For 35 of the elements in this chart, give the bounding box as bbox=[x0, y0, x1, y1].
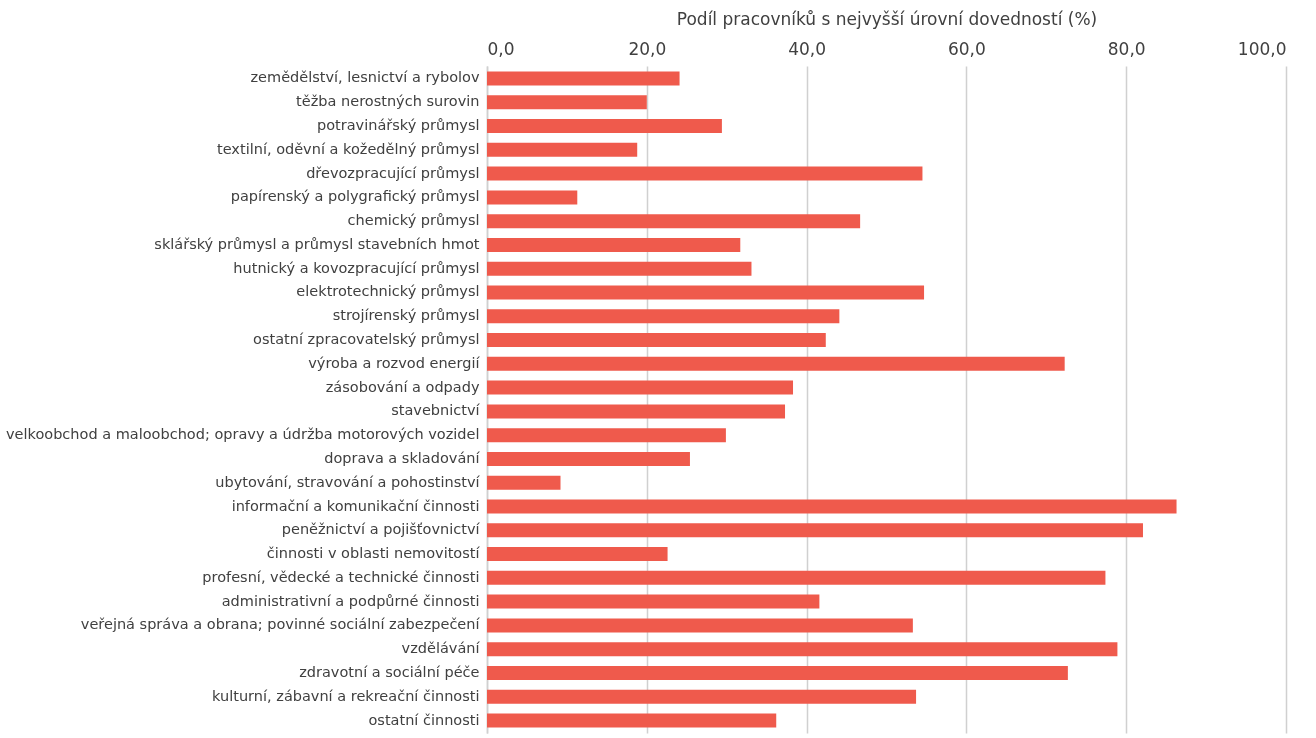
y-tick-label: chemický průmysl bbox=[347, 212, 480, 229]
y-tick-label: zdravotní a sociální péče bbox=[299, 663, 480, 680]
y-tick-label: profesní, vědecké a technické činnosti bbox=[202, 568, 480, 585]
y-tick-label: papírenský a polygrafický průmysl bbox=[230, 188, 480, 205]
x-tick-label: 80,0 bbox=[1107, 38, 1146, 59]
y-tick-label: administrativní a podpůrné činnosti bbox=[221, 592, 480, 609]
y-tick-label: dřevozpracující průmysl bbox=[306, 164, 480, 181]
y-tick-label: ostatní činnosti bbox=[368, 711, 480, 728]
x-tick-label: 40,0 bbox=[788, 38, 827, 59]
x-axis-title: Podíl pracovníků s nejvyšší úrovní dovedností (%) bbox=[676, 8, 1098, 29]
y-tick-label: těžba nerostných surovin bbox=[296, 93, 480, 110]
y-tick-label: velkoobchod a maloobchod; opravy a údržba motorových vozidel bbox=[5, 426, 480, 443]
y-tick-label: peněžnictví a pojišťovnictví bbox=[281, 521, 481, 538]
y-tick-label: sklářský průmysl a průmysl stavebních hmot bbox=[154, 235, 480, 252]
y-tick-label: zemědělství, lesnictví a rybolov bbox=[250, 69, 480, 86]
y-tick-label: výroba a rozvod energií bbox=[308, 354, 481, 371]
y-tick-label: zásobování a odpady bbox=[325, 378, 480, 395]
y-tick-label: doprava a skladování bbox=[324, 449, 481, 466]
y-tick-label: potravinářský průmysl bbox=[316, 117, 480, 134]
y-tick-label: kulturní, zábavní a rekreační činnosti bbox=[212, 687, 480, 704]
y-tick-label: hutnický a kovozpracující průmysl bbox=[233, 259, 480, 276]
y-tick-label: elektrotechnický průmysl bbox=[296, 283, 480, 300]
y-tick-label: informační a komunikační činnosti bbox=[231, 497, 480, 514]
y-tick-label: činnosti v oblasti nemovitostí bbox=[266, 545, 481, 562]
y-tick-label: ostatní zpracovatelský průmysl bbox=[253, 331, 480, 348]
x-tick-label: 100,0 bbox=[1237, 38, 1287, 59]
y-tick-label: vzdělávání bbox=[401, 640, 481, 657]
y-tick-label: strojírenský průmysl bbox=[332, 307, 480, 324]
x-tick-label: 0,0 bbox=[487, 38, 515, 59]
y-tick-label: ubytování, stravování a pohostinství bbox=[215, 473, 481, 490]
x-tick-label: 60,0 bbox=[947, 38, 986, 59]
y-tick-label: veřejná správa a obrana; povinné sociální zabezpečení bbox=[80, 616, 481, 633]
y-tick-label: textilní, oděvní a kožedělný průmysl bbox=[217, 140, 480, 157]
y-tick-label: stavebnictví bbox=[391, 402, 481, 419]
x-tick-label: 20,0 bbox=[628, 38, 667, 59]
